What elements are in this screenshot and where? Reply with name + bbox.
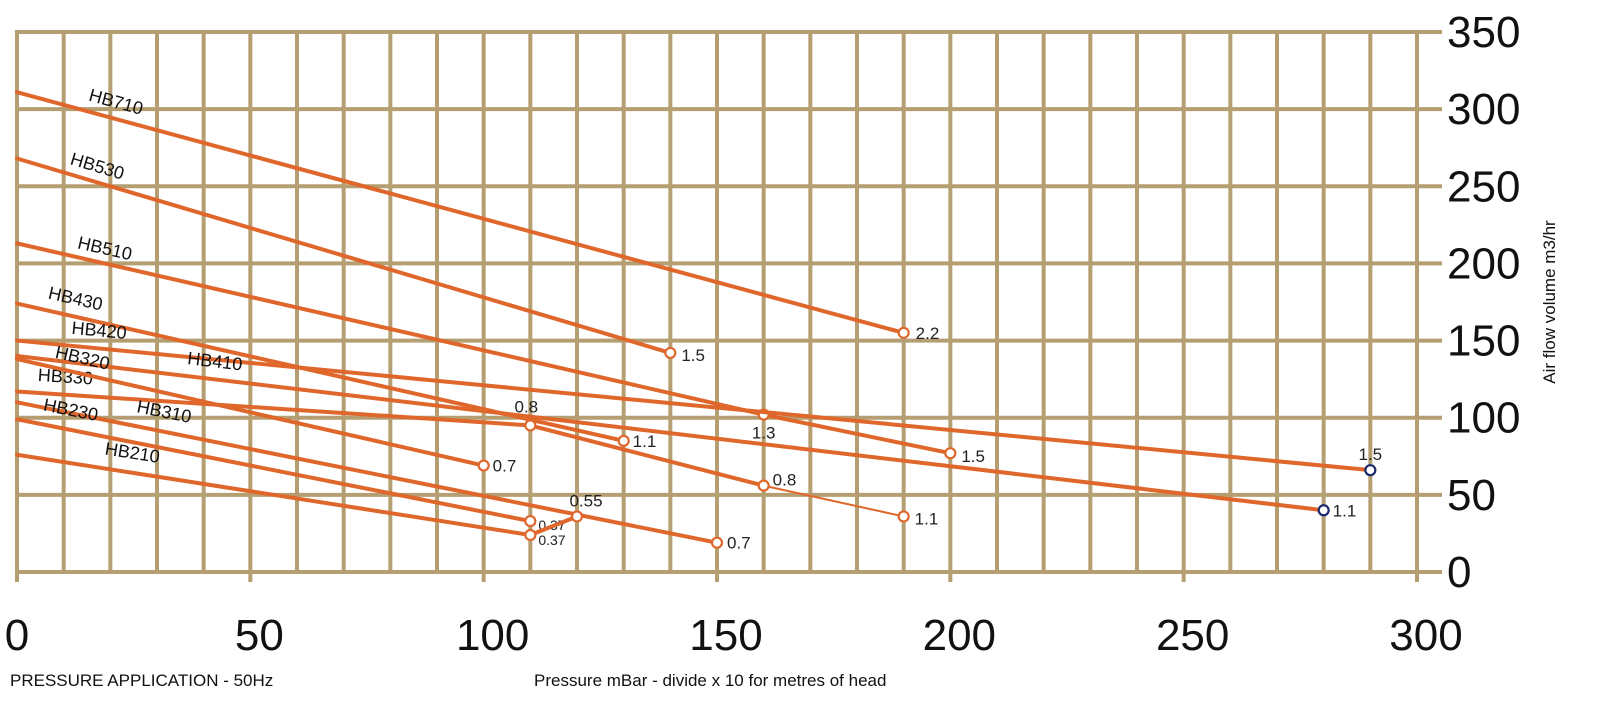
data-point-marker — [524, 419, 537, 432]
y-tick-label: 200 — [1447, 239, 1520, 288]
series-group: 2.2HB7101.5HB5301.31.5HB5101.1HB4301.5HB… — [15, 85, 1383, 553]
data-label-power: 1.1 — [633, 432, 657, 451]
y-tick-label: 350 — [1447, 8, 1520, 57]
data-label-power: 0.55 — [569, 491, 602, 510]
data-point-marker — [944, 447, 957, 460]
data-point-marker — [710, 536, 724, 549]
series-line-hb420 — [15, 338, 1373, 473]
series-line-hb210 — [528, 514, 579, 537]
data-label-power: 0.7 — [493, 457, 517, 476]
series-name-label: HB230 — [42, 395, 100, 425]
y-tick-labels: 0 50 100 150 200 250 300 350 — [1447, 8, 1520, 597]
x-axis-label: Pressure mBar - divide x 10 for metres o… — [534, 671, 887, 690]
series-line-hb210 — [15, 452, 533, 537]
series-line-hb330 — [15, 389, 533, 428]
x-tick-label: 250 — [1156, 611, 1229, 660]
y-tick-label: 100 — [1447, 394, 1520, 443]
x-tick-label: 150 — [689, 611, 762, 660]
series-line-hb330 — [528, 423, 766, 488]
series-line-hb320 — [15, 357, 486, 468]
series-line-hb530 — [15, 156, 673, 355]
y-tick-label: 50 — [1447, 471, 1496, 520]
series-line-hb710 — [15, 90, 906, 335]
x-tick-label: 300 — [1389, 611, 1462, 660]
footer-application-label: PRESSURE APPLICATION - 50Hz — [10, 671, 274, 690]
data-label-power: 0.8 — [773, 471, 797, 490]
x-tick-label: 100 — [456, 611, 529, 660]
series-line-hb510 — [15, 241, 766, 417]
grid — [15, 30, 1442, 582]
series-name-label: HB330 — [37, 365, 93, 389]
data-label-power: 1.5 — [1359, 445, 1383, 464]
data-label-power: 0.7 — [727, 534, 751, 553]
data-point-marker — [524, 528, 537, 542]
y-tick-label: 300 — [1447, 85, 1520, 134]
series-line-hb310 — [15, 400, 719, 545]
data-point-marker — [897, 510, 910, 523]
y-axis-label: Air flow volume m3/hr — [1540, 220, 1559, 384]
series-name-label: HB430 — [46, 283, 104, 315]
data-label-power: 0.8 — [515, 397, 539, 416]
data-label-power: 1.3 — [752, 424, 776, 443]
x-tick-label: 200 — [923, 611, 996, 660]
y-tick-label: 250 — [1447, 162, 1520, 211]
data-point-marker — [897, 326, 910, 339]
data-label-power: 1.1 — [915, 509, 939, 528]
data-point-marker — [1317, 504, 1330, 517]
data-label-power: 1.5 — [681, 346, 705, 365]
series-hb330: 0.8 0.8 1.1 HB330 — [15, 365, 939, 528]
data-point-marker — [570, 510, 584, 523]
data-point-marker — [617, 434, 630, 447]
series-line-hb230 — [15, 417, 533, 524]
series-line-hb510 — [761, 412, 953, 456]
data-label-power: 1.1 — [1333, 501, 1357, 520]
y-tick-label: 0 — [1447, 548, 1471, 597]
data-point-marker — [757, 479, 770, 492]
series-hb230: 0.37HB230 — [15, 395, 566, 533]
data-label-power: 1.5 — [961, 447, 985, 466]
data-point-marker — [664, 346, 677, 360]
data-point-marker — [477, 459, 490, 472]
series-line-hb430 — [15, 301, 626, 443]
data-point-marker — [1364, 464, 1377, 477]
y-tick-label: 150 — [1447, 317, 1520, 366]
data-label-power: 0.37 — [538, 532, 565, 548]
data-label-power: 2.2 — [916, 324, 940, 343]
x-tick-label: 0 — [5, 611, 29, 660]
series-line-hb330 — [762, 484, 905, 518]
data-point-marker — [524, 514, 537, 528]
x-tick-label: 50 — [235, 611, 284, 660]
x-tick-labels: 0 50 100 150 200 250 300 — [5, 611, 1463, 660]
series-line-hb410 — [15, 354, 1326, 513]
